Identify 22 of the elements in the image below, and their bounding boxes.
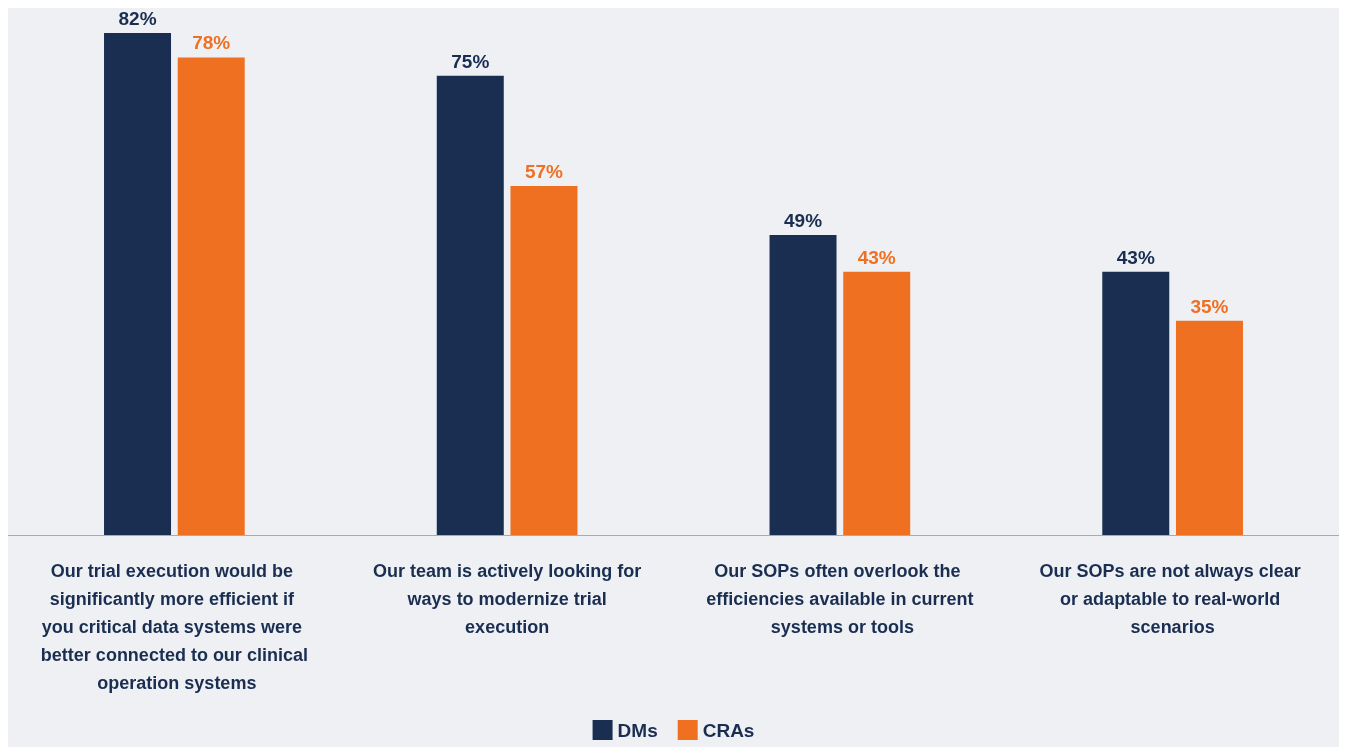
bar xyxy=(510,186,578,535)
bar xyxy=(177,57,245,535)
data-label: 43% xyxy=(857,246,896,268)
bar xyxy=(843,271,911,535)
legend-label: CRAs xyxy=(702,719,755,741)
bar xyxy=(436,75,504,535)
bar xyxy=(1102,271,1170,535)
data-label: 75% xyxy=(451,50,490,72)
legend-label: DMs xyxy=(617,719,658,741)
x-tick-label: Our trial execution would be significantly more efficient if you critical data systems were better connected to our clinical operation systems xyxy=(40,561,308,693)
x-tick-label: Our SOPs often overlook the efficiencies available in current systems or tools xyxy=(706,561,974,637)
x-tick-label: Our team is actively looking for ways to modernize trial execution xyxy=(373,561,642,637)
data-label: 43% xyxy=(1116,246,1155,268)
bar xyxy=(1175,320,1243,535)
data-label: 78% xyxy=(192,32,231,54)
bar xyxy=(769,235,837,535)
data-label: 35% xyxy=(1190,295,1229,317)
data-label: 57% xyxy=(524,161,564,183)
data-label: 82% xyxy=(118,8,157,29)
x-tick-label: Our SOPs are not always clear or adaptable to real-world scenarios xyxy=(1039,561,1306,637)
bar xyxy=(104,33,172,535)
data-label: 49% xyxy=(784,210,823,232)
